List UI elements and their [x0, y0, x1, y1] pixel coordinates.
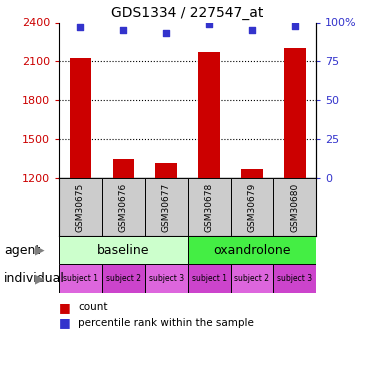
- Point: [163, 30, 169, 36]
- Text: subject 1: subject 1: [63, 274, 98, 283]
- Text: GSM30676: GSM30676: [119, 183, 128, 232]
- Point: [206, 21, 212, 27]
- Text: GSM30678: GSM30678: [205, 183, 214, 232]
- Text: subject 2: subject 2: [106, 274, 141, 283]
- Bar: [70, 57, 91, 178]
- Text: individual: individual: [4, 272, 65, 285]
- Bar: [145, 264, 187, 292]
- Point: [77, 24, 83, 30]
- Point: [292, 22, 298, 28]
- Text: agent: agent: [4, 244, 40, 257]
- Text: ▶: ▶: [35, 272, 45, 285]
- Text: count: count: [78, 303, 107, 312]
- Bar: [187, 236, 316, 264]
- Text: ■: ■: [59, 301, 71, 314]
- Text: subject 3: subject 3: [149, 274, 184, 283]
- Bar: [273, 178, 316, 236]
- Bar: [199, 53, 220, 178]
- Bar: [187, 178, 231, 236]
- Text: subject 1: subject 1: [192, 274, 227, 283]
- Point: [249, 27, 255, 33]
- Text: GSM30680: GSM30680: [290, 183, 299, 232]
- Title: GDS1334 / 227547_at: GDS1334 / 227547_at: [112, 6, 264, 20]
- Text: GSM30679: GSM30679: [247, 183, 256, 232]
- Text: oxandrolone: oxandrolone: [213, 244, 291, 257]
- Bar: [113, 159, 134, 178]
- Text: ■: ■: [59, 316, 71, 329]
- Point: [120, 27, 126, 33]
- Bar: [102, 178, 145, 236]
- Text: GSM30675: GSM30675: [76, 183, 85, 232]
- Text: GSM30677: GSM30677: [162, 183, 171, 232]
- Bar: [145, 178, 187, 236]
- Bar: [155, 163, 177, 178]
- Bar: [187, 264, 231, 292]
- Bar: [241, 169, 263, 178]
- Bar: [231, 264, 273, 292]
- Text: percentile rank within the sample: percentile rank within the sample: [78, 318, 254, 327]
- Text: ▶: ▶: [35, 244, 45, 257]
- Bar: [59, 236, 187, 264]
- Text: subject 2: subject 2: [234, 274, 269, 283]
- Bar: [231, 178, 273, 236]
- Bar: [102, 264, 145, 292]
- Bar: [284, 48, 306, 178]
- Text: subject 3: subject 3: [277, 274, 312, 283]
- Bar: [59, 178, 102, 236]
- Bar: [273, 264, 316, 292]
- Bar: [59, 264, 102, 292]
- Text: baseline: baseline: [97, 244, 150, 257]
